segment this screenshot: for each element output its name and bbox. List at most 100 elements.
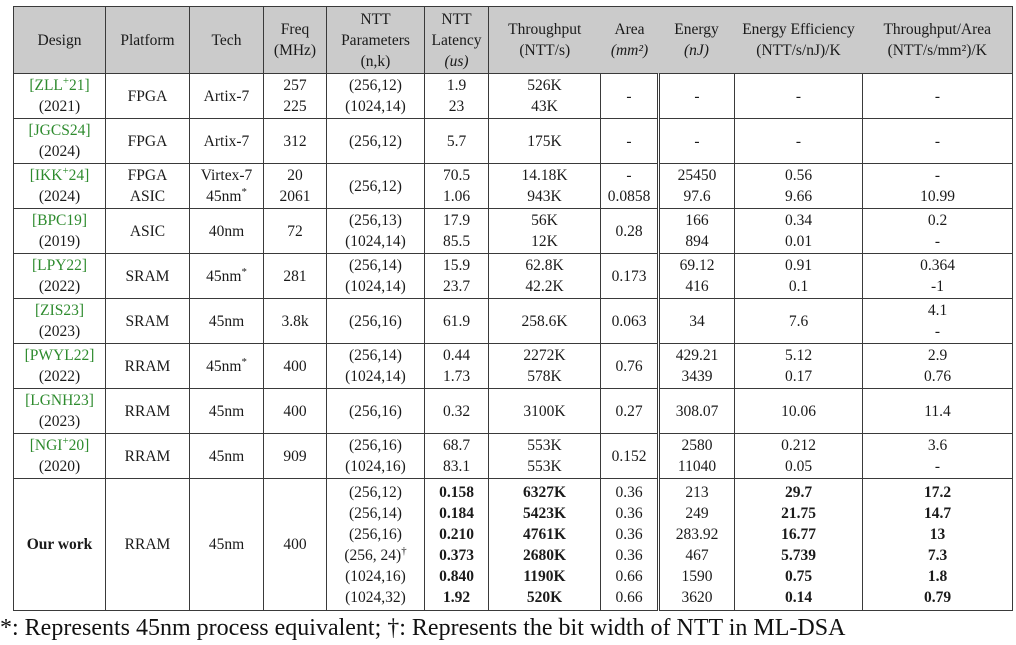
- cell-line: RRAM: [124, 357, 171, 375]
- cell-ikk24-area: - 0.0858: [600, 163, 659, 209]
- cell-line: (256,12): [349, 77, 402, 94]
- cell-line: SRAM: [125, 267, 170, 285]
- cell-line: 0.66: [615, 588, 643, 606]
- cell-line: 17.9: [442, 212, 471, 229]
- cell-line: 0.76: [615, 357, 643, 375]
- cell-line: 45nm: [208, 447, 245, 465]
- cell-line: 83.1: [442, 458, 471, 475]
- cell-zis23-freq: 3.8k: [263, 298, 327, 344]
- cell-line: 166: [685, 212, 709, 229]
- cell-line: 61.9: [442, 312, 471, 330]
- cell-our-work-freq: 400: [263, 478, 327, 611]
- cell-line: (1024,14): [345, 278, 406, 295]
- cell-line: 23: [448, 98, 465, 115]
- cell-zll21-freq: 257 225: [263, 73, 327, 119]
- cell-line: 0.210: [439, 525, 474, 543]
- cell-line: 400: [283, 536, 307, 553]
- cell-lgnh23-design: [LGNH23] (2023): [13, 388, 106, 434]
- table-row-ngi20: [NGI+20] (2020) RRAM 45nm 909 (256,16) (1024,1…: [13, 433, 1013, 479]
- cell-line: 2.9: [927, 347, 948, 364]
- cell-zll21-ntt-latency: 1.9 23: [424, 73, 489, 119]
- cell-pwyl22-platform: RRAM: [105, 343, 190, 389]
- header-line: Area: [614, 21, 645, 38]
- cell-line: 0.36: [615, 483, 643, 501]
- cell-line: ASIC: [129, 188, 166, 205]
- cell-ngi20-design: [NGI+20] (2020): [13, 433, 106, 479]
- cell-ngi20-energy: 2580 11040: [657, 433, 735, 479]
- column-header-throughput: Throughput (NTT/s): [488, 6, 601, 74]
- column-header-ntt-parameters: NTT Parameters (n,k): [326, 6, 425, 74]
- cell-line: 1.06: [442, 188, 471, 205]
- cell-line: 15.9: [442, 257, 471, 274]
- column-header-energy: Energy (nJ): [658, 6, 735, 74]
- cell-line: -: [694, 87, 700, 105]
- cell-line: (2019): [38, 233, 81, 250]
- cell-line: RRAM: [124, 536, 171, 553]
- cell-ikk24-throughput: 14.18K 943K: [488, 163, 601, 209]
- column-header-area: Area (mm²): [600, 6, 659, 74]
- column-header-design: Design: [13, 6, 106, 74]
- cell-line: [PWYL22]: [24, 347, 95, 364]
- cell-line: -: [795, 87, 802, 105]
- cell-line: [ZLL+21]: [29, 74, 90, 94]
- table-row-ikk24: [IKK+24] (2024) FPGA ASIC Virtex-7 45nm* 20 206…: [13, 163, 1013, 209]
- cell-line: 553K: [527, 458, 562, 475]
- table-row-lpy22: [LPY22] (2022) SRAM 45nm* 281 (256,14) (1024,1…: [13, 253, 1013, 299]
- footnote: *: Represents 45nm process equivalent; †…: [0, 615, 846, 641]
- cell-line: -: [934, 132, 941, 150]
- cell-zis23-area: 0.063: [600, 298, 659, 344]
- cell-line: (2022): [38, 278, 81, 295]
- cell-ikk24-energy: 25450 97.6: [657, 163, 735, 209]
- cell-line: 467: [685, 546, 709, 564]
- cell-zll21-energy: -: [657, 73, 735, 119]
- table-body: [ZLL+21] (2021) FPGA Artix-7 257 225 (256,12)(…: [13, 73, 1013, 611]
- column-header-freq: Freq (MHz): [263, 6, 327, 74]
- cell-zis23-tech: 45nm: [189, 298, 264, 344]
- cell-lpy22-tech: 45nm*: [189, 253, 264, 299]
- table-row-zll21: [ZLL+21] (2021) FPGA Artix-7 257 225 (256,12)(…: [13, 73, 1013, 119]
- header-line: Parameters: [341, 31, 410, 49]
- cell-line: 45nm*: [206, 265, 247, 285]
- cell-line: 45nm*: [206, 355, 247, 375]
- cell-line: (1024,14): [345, 98, 406, 115]
- cell-ngi20-area: 0.152: [600, 433, 659, 479]
- cell-lpy22-ntt-parameters: (256,14) (1024,14): [326, 253, 425, 299]
- cell-zll21-throughput-per-area: -: [862, 73, 1013, 119]
- cell-line: (1024,16): [345, 458, 406, 475]
- cell-line: -: [626, 132, 632, 150]
- comparison-table-wrapper: Design Platform Tech Freq (MHz) NTT Parameters…: [13, 6, 1013, 611]
- cell-line: 526K: [527, 77, 562, 94]
- column-header-ntt-latency: NTT Latency (us): [424, 6, 489, 74]
- cell-line: 0.364: [920, 257, 955, 274]
- cell-our-work-throughput: 6327K 5423K 4761K 2680K 1190K 520K: [488, 478, 601, 611]
- cell-line: -1: [931, 278, 944, 295]
- cell-zis23-platform: SRAM: [105, 298, 190, 344]
- cell-line: 0.76: [923, 368, 952, 385]
- cell-line: (256,12): [349, 483, 402, 501]
- cell-line: 0.158: [439, 483, 474, 501]
- cell-line: (256,12): [349, 177, 402, 195]
- cell-line: (256,16): [349, 312, 402, 330]
- cell-lpy22-energy-efficiency: 0.91 0.1: [734, 253, 863, 299]
- cell-bpc19-throughput-per-area: 0.2 -: [862, 208, 1013, 254]
- cell-line: 14.18K: [521, 167, 568, 184]
- cell-line: 2680K: [522, 546, 567, 564]
- cell-line: 23.7: [442, 278, 471, 295]
- cell-lgnh23-energy-efficiency: 10.06: [734, 388, 863, 434]
- cell-line: -: [934, 323, 941, 340]
- table-row-pwyl22: [PWYL22] (2022) RRAM 45nm* 400 (256,14) (1024,…: [13, 343, 1013, 389]
- cell-line: (2023): [38, 323, 81, 340]
- header-line: (us): [444, 52, 469, 70]
- cell-pwyl22-design: [PWYL22] (2022): [13, 343, 106, 389]
- header-line: Energy: [674, 21, 719, 38]
- cell-line: 0.184: [439, 504, 474, 522]
- cell-line: 0.173: [611, 267, 647, 285]
- cell-line: RRAM: [124, 402, 171, 420]
- column-header-platform: Platform: [105, 6, 190, 74]
- cell-line: 0.17: [784, 368, 813, 385]
- cell-line: 45nm: [208, 536, 245, 553]
- cell-lpy22-platform: SRAM: [105, 253, 190, 299]
- cell-line: 0.91: [784, 257, 813, 274]
- cell-bpc19-energy: 166 894: [657, 208, 735, 254]
- cell-line: 11.4: [924, 402, 951, 420]
